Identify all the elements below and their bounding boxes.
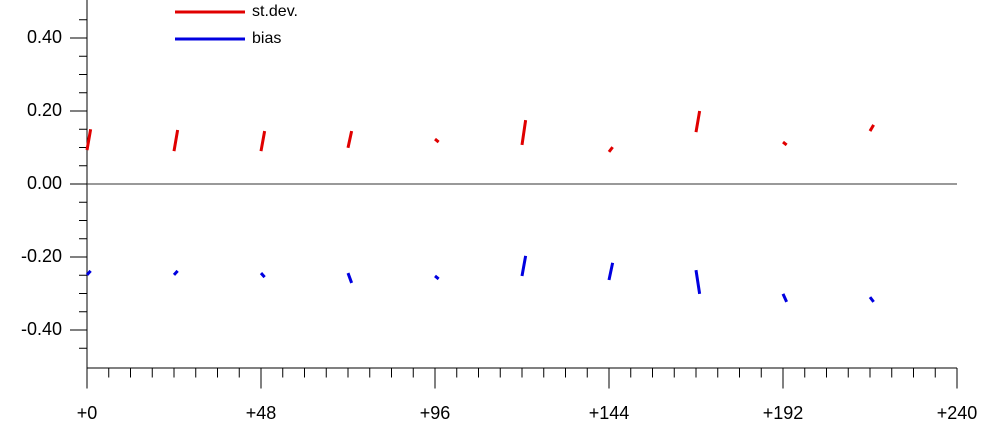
y-tick-label: 0.00 [27,173,62,193]
legend-label: bias [252,30,281,47]
x-tick-label: +48 [246,403,277,423]
x-tick-label: +0 [77,403,98,423]
x-tick-label: +96 [420,403,451,423]
y-tick-label: -0.20 [21,246,62,266]
x-tick-label: +240 [937,403,978,423]
x-tick-label: +144 [589,403,630,423]
y-tick-label: 0.20 [27,100,62,120]
legend-label: st.dev. [252,3,298,20]
series-line [85,110,875,153]
x-tick-label: +192 [763,403,804,423]
y-tick-label: -0.40 [21,319,62,339]
series-line [85,255,875,303]
y-tick-label: 0.40 [27,27,62,47]
